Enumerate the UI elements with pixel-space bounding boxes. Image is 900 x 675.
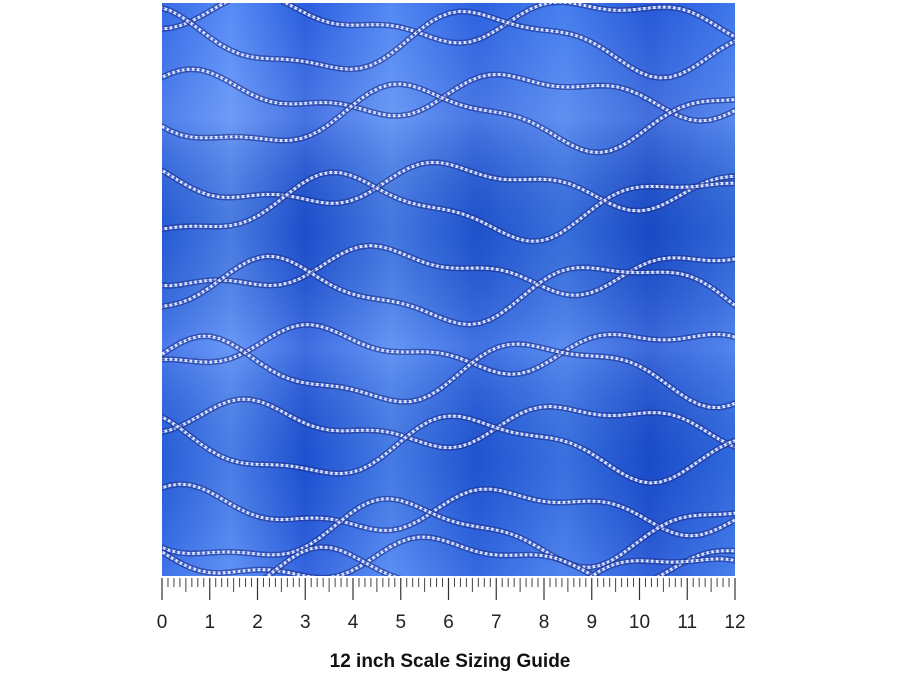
ruler-label: 0 xyxy=(157,612,168,633)
glitter-vein xyxy=(266,546,735,576)
ruler-label: 4 xyxy=(348,612,359,633)
ruler: 0 1 2 3 4 5 6 7 8 9 10 11 12 xyxy=(157,578,746,633)
ruler-label: 7 xyxy=(491,612,502,633)
ruler-label: 9 xyxy=(586,612,597,633)
glitter-vein xyxy=(162,3,735,45)
ruler-label: 12 xyxy=(724,612,745,633)
pattern-swatch xyxy=(162,3,735,576)
glitter-vein xyxy=(162,323,735,376)
glitter-vein xyxy=(162,398,735,449)
glitter-vein xyxy=(162,497,735,569)
ruler-label: 10 xyxy=(629,612,650,633)
glitter-vein xyxy=(162,6,735,79)
ruler-label: 5 xyxy=(395,612,406,633)
glitter-vein xyxy=(162,255,735,326)
glitter-vein xyxy=(162,244,735,297)
ruler-label: 6 xyxy=(443,612,454,633)
glitter-vein xyxy=(162,414,735,485)
ruler-label: 2 xyxy=(252,612,263,633)
glitter-vein xyxy=(162,82,735,154)
caption: 12 inch Scale Sizing Guide xyxy=(330,651,571,672)
glitter-vein xyxy=(162,161,735,212)
glitter-vein xyxy=(162,483,735,537)
ruler-label: 1 xyxy=(204,612,215,633)
ruler-label: 3 xyxy=(300,612,311,633)
ruler-label: 8 xyxy=(539,612,550,633)
glitter-vein xyxy=(162,68,735,122)
glitter-vein xyxy=(162,335,735,409)
glitter-vein xyxy=(162,171,735,243)
glitter-vein xyxy=(162,535,735,576)
ruler-label: 11 xyxy=(677,612,697,633)
